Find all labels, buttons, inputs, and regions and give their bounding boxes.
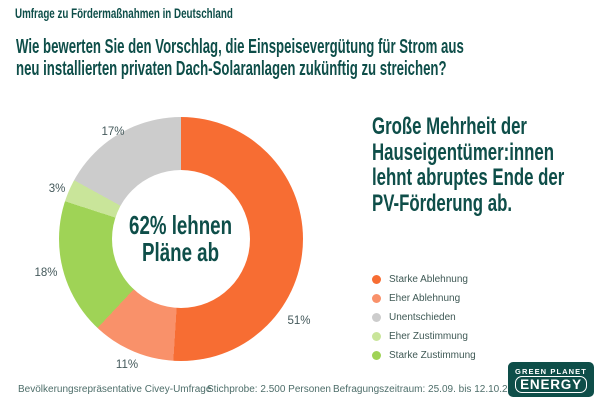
legend-item-label: Starke Zustimmung: [389, 350, 476, 361]
donut-center-text: 62% lehnen Pläne ab: [129, 212, 232, 266]
legend-item-starke-ablehnung: Starke Ablehnung: [372, 270, 476, 289]
donut-chart: 62% lehnen Pläne ab: [59, 117, 303, 361]
survey-question: Wie bewerten Sie den Vorschlag, die Eins…: [16, 36, 600, 80]
slice-label-eher-zustimmung: 3%: [48, 183, 66, 195]
logo-energy-wordmark: ENERGY: [515, 375, 587, 393]
footer-note-survey-period: Befragungszeitraum: 25.09. bis 12.10.202…: [333, 384, 525, 395]
insight-heading: Große Mehrheit der Hauseigentümer:innen …: [372, 114, 600, 216]
donut-center-line-2: Pläne ab: [142, 237, 220, 267]
footer-note-sample-size: Stichprobe: 2.500 Personen: [207, 384, 331, 395]
eyebrow-label: Umfrage zu Fördermaßnahmen in Deutschlan…: [15, 6, 326, 20]
survey-question-line-2: neu installierten privaten Dach-Solaranl…: [16, 58, 447, 80]
legend-dot-icon: [372, 294, 381, 303]
chart-legend: Starke Ablehnung Eher Ablehnung Unentsch…: [372, 270, 476, 365]
donut-center-line-1: 62% lehnen: [129, 210, 233, 240]
legend-dot-icon: [372, 351, 381, 360]
legend-item-eher-ablehnung: Eher Ablehnung: [372, 289, 476, 308]
logo-brand-line: GREEN PLANET: [515, 366, 587, 376]
eyebrow-label-text: Umfrage zu Fördermaßnahmen in Deutschlan…: [15, 5, 233, 21]
insight-line-1: Große Mehrheit der: [372, 113, 527, 140]
survey-question-line-1: Wie bewerten Sie den Vorschlag, die Eins…: [16, 36, 464, 58]
legend-dot-icon: [372, 313, 381, 322]
legend-item-unentschieden: Unentschieden: [372, 308, 476, 327]
legend-dot-icon: [372, 275, 381, 284]
footer-note-methodology: Bevölkerungsrepräsentative Civey-Umfrage: [18, 384, 212, 395]
legend-item-label: Starke Ablehnung: [389, 274, 468, 285]
legend-dot-icon: [372, 332, 381, 341]
slice-label-starke-ablehnung: 51%: [287, 315, 311, 327]
legend-item-label: Eher Zustimmung: [389, 331, 468, 342]
insight-line-3: lehnt abruptes Ende der: [372, 164, 565, 191]
legend-item-starke-zustimmung: Starke Zustimmung: [372, 346, 476, 365]
legend-item-label: Unentschieden: [389, 312, 456, 323]
slice-label-unentschieden: 17%: [101, 126, 125, 138]
insight-line-2: Hauseigentümer:innen: [372, 138, 555, 166]
legend-item-eher-zustimmung: Eher Zustimmung: [372, 327, 476, 346]
legend-item-label: Eher Ablehnung: [389, 293, 461, 304]
slice-label-starke-zustimmung: 18%: [34, 267, 58, 279]
insight-line-4: PV-Förderung ab.: [372, 189, 513, 217]
slice-label-eher-ablehnung: 11%: [115, 359, 139, 371]
donut-hole: 62% lehnen Pläne ab: [112, 170, 250, 308]
green-planet-energy-logo: GREEN PLANET ENERGY: [508, 362, 594, 397]
